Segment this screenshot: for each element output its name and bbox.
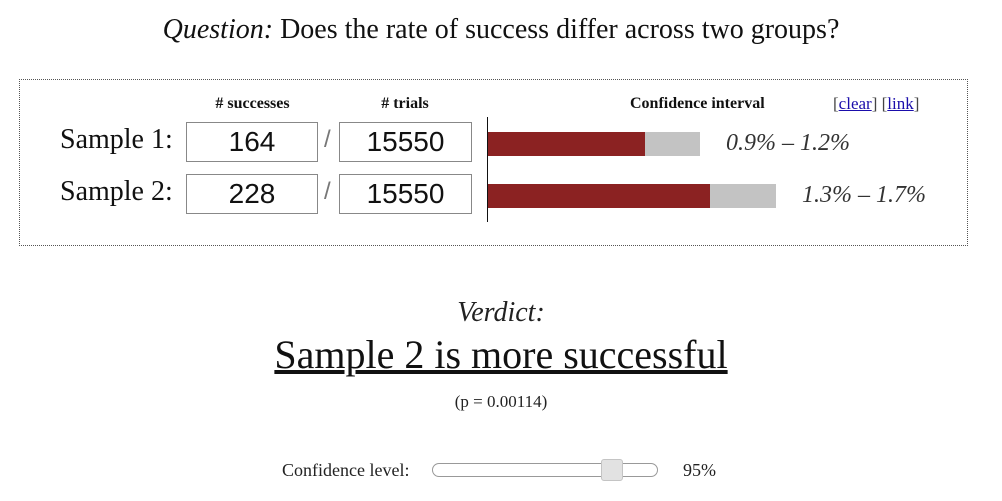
sample-1-successes-input[interactable]: 164 (186, 122, 318, 162)
slider-thumb[interactable] (601, 459, 624, 481)
verdict-label: Verdict: (457, 297, 545, 328)
confidence-interval-header: Confidence interval (630, 95, 765, 112)
sample-2-successes-input[interactable]: 228 (186, 174, 318, 214)
question: Question: Does the rate of success diffe… (0, 14, 1002, 46)
confidence-level-value: 95% (683, 460, 716, 480)
input-panel: # successes # trials Confidence interval… (19, 79, 968, 246)
sample-2-ci-text: 1.3% – 1.7% (802, 182, 926, 208)
sample-2-ci-bar (488, 184, 776, 208)
sample-row-2: Sample 2: 228 / 15550 1.3% – 1.7% (20, 174, 969, 216)
sample-1-ci-text: 0.9% – 1.2% (726, 130, 850, 156)
verdict-text: Sample 2 is more successful (274, 332, 728, 377)
confidence-level-label: Confidence level: (282, 460, 410, 480)
link-link[interactable]: link (887, 94, 914, 113)
sample-2-ci-fill (488, 184, 710, 208)
sample-2-label: Sample 2: (60, 176, 173, 207)
p-value: (p = 0.00114) (454, 392, 548, 411)
ci-axis-line (487, 117, 488, 222)
bracket-open: [ (833, 94, 839, 113)
separator-slash: / (324, 178, 331, 205)
bracket-mid: ] [ (871, 94, 888, 113)
sample-row-1: Sample 1: 164 / 15550 0.9% – 1.2% (20, 122, 969, 164)
sample-1-trials-input[interactable]: 15550 (339, 122, 472, 162)
links: [clear] [link] (833, 94, 919, 114)
question-text: Does the rate of success differ across t… (280, 14, 840, 45)
sample-2-trials-input[interactable]: 15550 (339, 174, 472, 214)
bracket-close: ] (913, 94, 920, 113)
clear-link[interactable]: clear (838, 94, 872, 113)
verdict: Sample 2 is more successful (0, 331, 1002, 378)
confidence-level-slider[interactable] (432, 459, 658, 481)
successes-header: # successes (215, 95, 290, 112)
separator-slash: / (324, 126, 331, 153)
sample-1-label: Sample 1: (60, 124, 173, 155)
sample-1-ci-fill (488, 132, 645, 156)
question-label: Question: (162, 14, 274, 45)
sample-1-ci-bar (488, 132, 700, 156)
trials-header: # trials (381, 95, 429, 112)
